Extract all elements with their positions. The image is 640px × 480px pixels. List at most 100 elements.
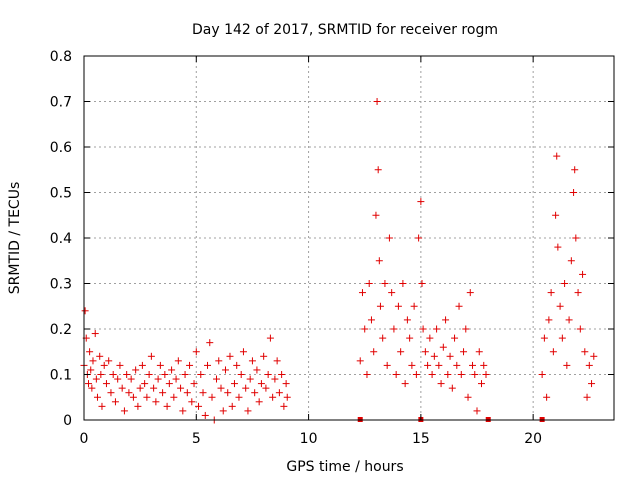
data-point	[453, 361, 461, 369]
data-point	[138, 361, 146, 369]
data-point	[96, 352, 104, 360]
data-point	[376, 302, 384, 310]
y-tick-label: 0.4	[50, 231, 72, 247]
data-point	[417, 198, 425, 206]
data-point	[561, 280, 569, 287]
data-point	[206, 339, 214, 347]
data-point	[143, 393, 151, 401]
data-point	[221, 366, 229, 374]
y-tick-label: 0.3	[50, 277, 72, 293]
data-point	[403, 316, 411, 324]
data-point	[435, 361, 443, 369]
data-point	[553, 152, 561, 160]
data-point	[464, 393, 472, 401]
data-point	[168, 366, 176, 374]
data-point	[235, 393, 243, 401]
data-point	[466, 289, 474, 297]
data-point	[208, 393, 216, 401]
data-point	[361, 325, 369, 333]
data-point	[565, 316, 573, 324]
data-point	[134, 402, 142, 410]
data-point	[141, 380, 149, 388]
y-tick-label: 0.1	[50, 368, 72, 384]
data-point	[383, 361, 391, 369]
data-point	[257, 380, 265, 388]
data-point	[375, 257, 383, 265]
y-axis-label: SRMTID / TECUs	[7, 182, 23, 295]
data-point	[588, 380, 596, 388]
data-point	[358, 289, 366, 297]
data-point	[170, 393, 178, 401]
data-point	[372, 211, 380, 219]
data-point	[147, 352, 155, 360]
data-point	[87, 366, 95, 374]
data-point	[282, 380, 290, 388]
x-tick-label: 15	[412, 431, 430, 447]
data-point	[480, 361, 488, 369]
data-point	[394, 302, 402, 310]
data-point	[426, 334, 434, 342]
data-point	[549, 348, 557, 356]
data-point	[233, 361, 241, 369]
data-point	[217, 384, 225, 392]
data-point	[163, 402, 171, 410]
data-point	[242, 384, 250, 392]
data-point	[183, 389, 191, 397]
data-point	[116, 361, 124, 369]
data-point	[105, 357, 113, 365]
data-point	[399, 280, 407, 287]
data-point	[195, 402, 203, 410]
y-tick-label: 0.6	[50, 140, 72, 156]
data-point	[552, 211, 560, 219]
data-point	[174, 357, 182, 365]
data-point	[574, 289, 582, 297]
data-point	[114, 375, 122, 383]
data-point	[473, 407, 481, 415]
grid	[84, 56, 614, 420]
data-point	[579, 270, 587, 278]
data-point	[572, 234, 580, 242]
data-point	[540, 334, 548, 342]
data-point	[181, 371, 189, 378]
data-point	[172, 375, 180, 383]
chart-title: Day 142 of 2017, SRMTID for receiver rog…	[192, 22, 498, 38]
data-point	[107, 389, 115, 397]
data-point	[251, 389, 259, 397]
data-point	[554, 243, 562, 251]
data-point	[239, 348, 247, 356]
data-point	[91, 330, 99, 338]
data-point	[84, 380, 92, 388]
data-point	[269, 393, 277, 401]
data-point	[97, 371, 105, 378]
data-point	[150, 384, 158, 392]
data-point	[264, 371, 272, 378]
data-point	[248, 357, 256, 365]
data-point	[213, 375, 220, 383]
data-point	[129, 393, 137, 401]
data-point	[455, 302, 463, 310]
data-point	[469, 361, 477, 369]
data-point	[152, 398, 160, 406]
data-point	[415, 234, 423, 242]
data-point	[266, 334, 274, 342]
x-axis-label: GPS time / hours	[286, 459, 403, 475]
data-point	[118, 384, 126, 392]
data-point	[433, 325, 441, 333]
data-point	[370, 348, 378, 356]
data-point	[590, 352, 598, 360]
data-point	[419, 325, 427, 333]
data-point	[199, 389, 207, 397]
data-point	[571, 166, 579, 174]
data-point	[385, 234, 393, 242]
data-point	[192, 348, 200, 356]
data-point	[271, 375, 279, 383]
data-point	[406, 334, 414, 342]
data-point	[428, 371, 436, 378]
data-point	[190, 380, 198, 388]
data-point	[224, 389, 232, 397]
data-point	[547, 289, 555, 297]
data-point	[136, 384, 144, 392]
data-point	[482, 371, 490, 378]
data-point	[100, 361, 108, 369]
data-point	[442, 316, 450, 324]
